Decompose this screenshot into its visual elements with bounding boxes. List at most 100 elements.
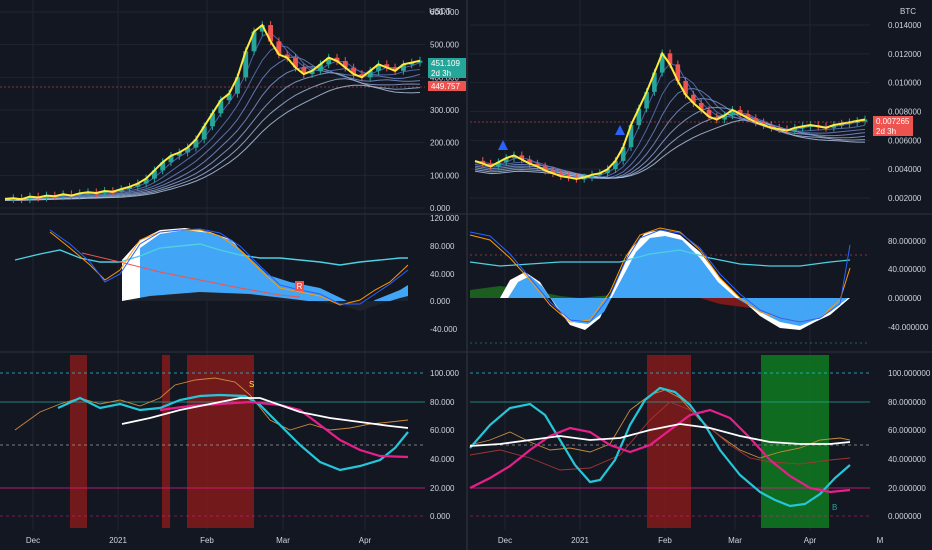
- candle-body: [550, 170, 556, 174]
- price-tick-label: 0.004000: [888, 165, 922, 174]
- candle-body: [409, 62, 415, 65]
- rsi-tick-label: 60.000000: [888, 426, 926, 435]
- candle-body: [143, 178, 149, 184]
- badge-countdown-text: 2d 3h: [876, 127, 896, 136]
- candle-body: [77, 193, 83, 196]
- candle-body: [745, 114, 751, 119]
- candle-body: [503, 158, 509, 163]
- osc-tick-label: 80.000000: [888, 237, 926, 246]
- candle-body: [185, 147, 191, 153]
- time-tick-label: Apr: [804, 536, 817, 545]
- candle-body: [581, 177, 587, 180]
- candle-body: [683, 80, 688, 95]
- candle-body: [628, 125, 634, 148]
- left-osc-blue-wave: [140, 230, 408, 310]
- rsi-tick-label: 20.000000: [888, 484, 926, 493]
- right-price-pane[interactable]: [470, 49, 870, 183]
- right-rsi-pane[interactable]: B: [469, 355, 870, 528]
- candle-body: [251, 31, 257, 52]
- price-tick-label: 0.006000: [888, 136, 922, 145]
- candle-body: [675, 64, 681, 81]
- rsi-tick-label: 80.000000: [888, 398, 926, 407]
- candle-body: [160, 162, 166, 171]
- candle-body: [201, 126, 207, 140]
- ma-ribbon-line: [4, 56, 421, 200]
- left-oscillator-pane[interactable]: R: [14, 228, 409, 311]
- ma-ribbon-line: [4, 84, 421, 201]
- rsi-tick-label: 0.000: [430, 512, 451, 521]
- left-osc-marker: R: [297, 282, 303, 291]
- badge-countdown: [428, 68, 466, 78]
- candle-body: [301, 67, 307, 75]
- candle-body: [769, 125, 774, 128]
- rsi-tick-label: 100.000: [430, 369, 459, 378]
- time-tick-label: Feb: [658, 536, 672, 545]
- badge-last-price-text: 0.007265: [876, 117, 910, 126]
- osc-tick-label: 0.000000: [888, 294, 922, 303]
- left-time-axis[interactable]: Dec 2021 Feb Mar Apr: [26, 536, 372, 545]
- candle-body: [193, 139, 199, 148]
- candle-body: [27, 196, 33, 200]
- candle-body: [620, 147, 626, 161]
- candle-body: [309, 70, 315, 75]
- osc-tick-label: 80.000: [430, 242, 455, 251]
- time-tick-label: 2021: [571, 536, 589, 545]
- candle-body: [792, 127, 798, 131]
- candle-body: [234, 77, 240, 94]
- candle-body: [714, 116, 720, 120]
- left-currency-label: USDT: [429, 7, 451, 16]
- candle-body: [753, 118, 759, 123]
- candle-body: [85, 192, 91, 195]
- candle-body: [168, 155, 174, 163]
- left-osc-orange-line: [49, 229, 409, 306]
- left-price-pane[interactable]: [0, 21, 425, 204]
- candle-body: [511, 155, 517, 159]
- candle-body: [367, 70, 373, 78]
- right-osc-blue-line: [469, 229, 851, 323]
- candle-body: [317, 64, 323, 71]
- right-rsi-cyan-line: [469, 386, 851, 508]
- left-price-axis[interactable]: 600.000500.000400.000300.000200.000100.0…: [430, 8, 459, 521]
- rsi-tick-label: 40.000: [430, 455, 455, 464]
- candle-body: [698, 102, 704, 110]
- right-osc-blue-wave: [508, 236, 848, 326]
- price-tick-label: 100.000: [430, 171, 459, 180]
- right-rsi-magenta-line: [469, 408, 851, 494]
- ma-ribbon-line: [4, 45, 421, 200]
- candle-body: [326, 57, 332, 65]
- candle-body: [342, 61, 348, 68]
- osc-tick-label: -40.000: [430, 325, 458, 334]
- right-time-axis[interactable]: Dec 2021 Feb Mar Apr M: [498, 536, 884, 545]
- time-tick-label: Dec: [498, 536, 512, 545]
- time-tick-label: Mar: [728, 536, 742, 545]
- right-price-axis[interactable]: 0.014000 0.012000 0.010000 0.008000 0.006000…: [888, 21, 931, 521]
- time-tick-label: Apr: [359, 536, 372, 545]
- candle-body: [659, 53, 665, 73]
- candle-body: [862, 119, 868, 122]
- candle-body: [800, 126, 805, 129]
- price-tick-label: 0.002000: [888, 194, 922, 203]
- right-oscillator-pane[interactable]: [469, 227, 870, 344]
- left-rsi-orange-line: [14, 377, 409, 431]
- price-tick-label: 300.000: [430, 106, 459, 115]
- candle-body: [259, 25, 265, 32]
- candle-body: [243, 51, 249, 78]
- price-tick-label: 0.000: [430, 204, 451, 213]
- candle-body: [706, 109, 712, 117]
- left-osc-dark-area: [122, 292, 408, 311]
- candle-body: [496, 162, 501, 167]
- left-rsi-pane[interactable]: S: [0, 355, 425, 528]
- rsi-tick-label: 80.000: [430, 398, 455, 407]
- candle-body: [519, 155, 525, 160]
- left-osc-marker-box: [295, 281, 304, 291]
- price-tick-label: 500.000: [430, 41, 459, 50]
- left-osc-red-line: [81, 252, 301, 298]
- candle-body: [118, 189, 124, 192]
- candle-body: [808, 125, 813, 128]
- candle-body: [831, 125, 837, 128]
- rsi-tick-label: 60.000: [430, 426, 455, 435]
- candle-body: [218, 100, 224, 114]
